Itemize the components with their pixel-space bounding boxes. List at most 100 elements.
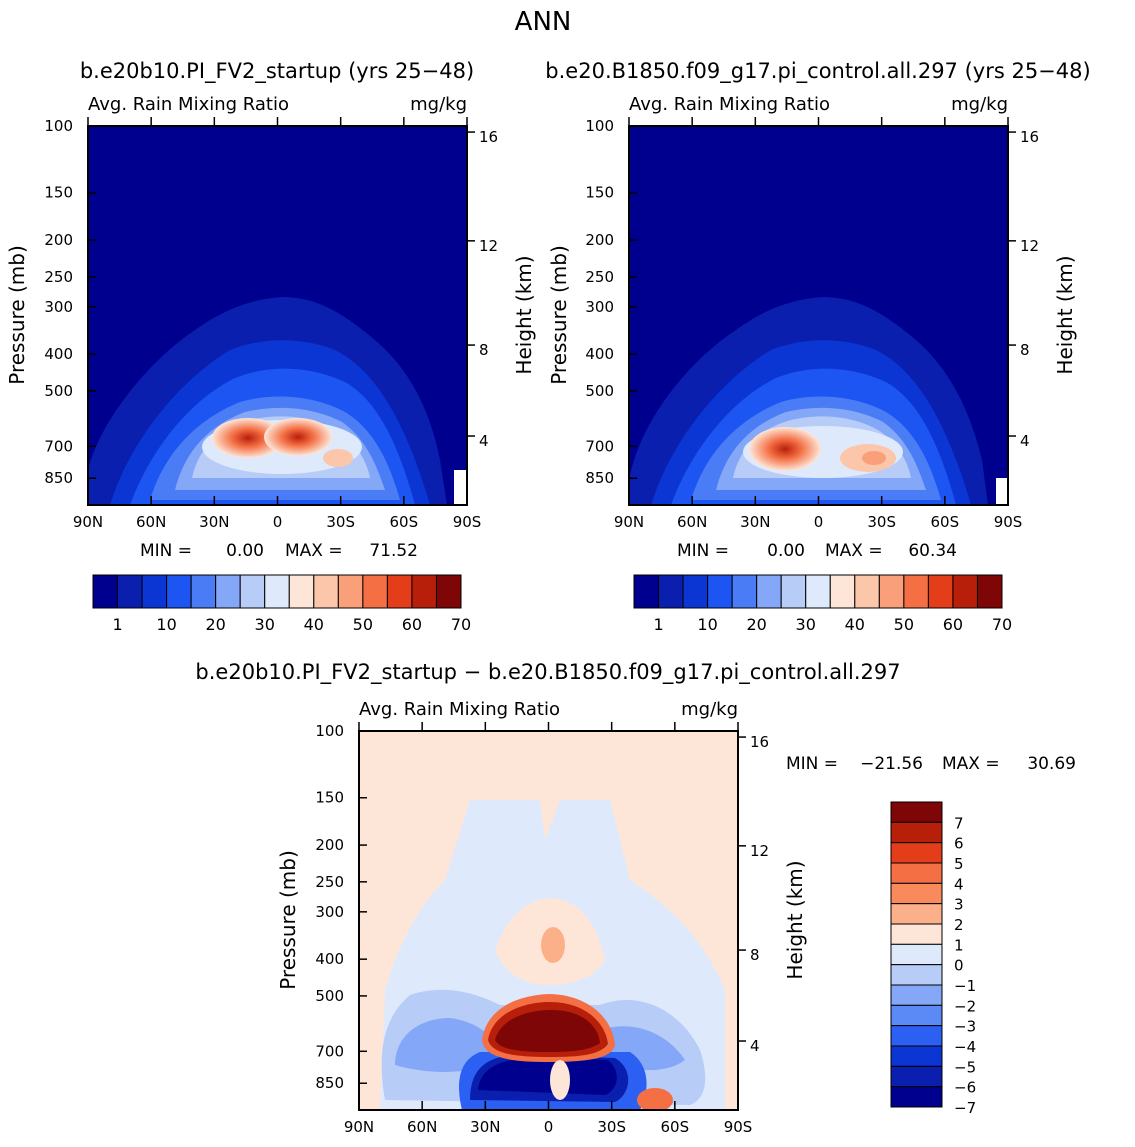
colorbar: 7 6 5 4 3 2 1 0 −1 −2 −3 −4 −5 −6 −7 bbox=[890, 801, 976, 1117]
colorbar-label: 70 bbox=[992, 615, 1012, 634]
y2-axis-label: Height (km) bbox=[783, 860, 807, 979]
min-value: 0.00 bbox=[226, 541, 264, 561]
x-tick-label: 0 bbox=[273, 513, 283, 531]
x-tick-label: 30S bbox=[326, 513, 355, 531]
y-tick-label: 150 bbox=[315, 789, 344, 807]
min-label: MIN = bbox=[677, 541, 729, 561]
colorbar-swatch bbox=[682, 574, 709, 609]
y2-ticks: 16 12 8 4 bbox=[467, 128, 498, 450]
contour-pos-south bbox=[637, 1088, 673, 1110]
x-tick-label: 90N bbox=[344, 1118, 374, 1136]
y-ticks: 100 150 200 250 300 400 500 700 850 bbox=[585, 117, 637, 487]
panel-subtitle-left: Avg. Rain Mixing Ratio bbox=[88, 94, 289, 115]
colorbar-label: −1 bbox=[954, 977, 976, 995]
y-tick-label: 850 bbox=[585, 469, 614, 487]
colorbar-swatch bbox=[215, 574, 241, 609]
y2-tick-label: 8 bbox=[750, 946, 760, 964]
colorbar-swatch bbox=[890, 1086, 943, 1108]
x-tick-label: 30S bbox=[597, 1118, 626, 1136]
colorbar-swatch bbox=[707, 574, 733, 609]
colorbar-label: 20 bbox=[746, 615, 766, 634]
colorbar-swatch bbox=[829, 574, 856, 609]
contour-gap-white bbox=[550, 1060, 570, 1100]
y-axis-label: Pressure (mb) bbox=[5, 245, 29, 385]
x-ticks: 90N 60N 30N 0 30S 60S 90S bbox=[344, 722, 752, 1136]
panel-subtitle-left: Avg. Rain Mixing Ratio bbox=[359, 699, 560, 720]
panel-subtitle-right: mg/kg bbox=[681, 699, 738, 720]
y2-axis-label: Height (km) bbox=[1053, 255, 1077, 374]
colorbar-swatch bbox=[890, 923, 943, 945]
y-tick-label: 300 bbox=[585, 298, 614, 316]
y-tick-label: 100 bbox=[315, 722, 344, 740]
max-value: 60.34 bbox=[908, 541, 957, 561]
y2-ticks: 16 12 8 4 bbox=[1008, 128, 1039, 450]
colorbar-swatch bbox=[890, 1004, 943, 1027]
x-tick-label: 90S bbox=[453, 513, 482, 531]
contour-max-west bbox=[749, 427, 821, 471]
colorbar-label: 50 bbox=[894, 615, 914, 634]
colorbar-label: 2 bbox=[954, 916, 964, 934]
min-value: 0.00 bbox=[767, 541, 805, 561]
colorbar-swatch bbox=[166, 574, 192, 609]
contour-max-east bbox=[264, 418, 332, 456]
missing-data-wedge bbox=[454, 470, 467, 505]
y2-tick-label: 4 bbox=[479, 432, 489, 450]
colorbar-label: −4 bbox=[954, 1038, 976, 1056]
x-tick-label: 60N bbox=[407, 1118, 437, 1136]
y-tick-label: 200 bbox=[585, 231, 614, 249]
max-label: MAX = bbox=[942, 754, 1000, 774]
panel-test: b.e20b10.PI_FV2_startup (yrs 25−48) Avg.… bbox=[5, 59, 536, 634]
y-tick-label: 200 bbox=[44, 231, 73, 249]
x-tick-label: 0 bbox=[544, 1118, 554, 1136]
colorbar-swatch bbox=[952, 574, 978, 609]
contour-pos-core bbox=[541, 927, 565, 963]
colorbar-label: 7 bbox=[954, 814, 964, 832]
colorbar-label: 1 bbox=[653, 615, 663, 634]
x-tick-label: 60N bbox=[136, 513, 166, 531]
panel-diff: b.e20b10.PI_FV2_startup − b.e20.B1850.f0… bbox=[195, 660, 1076, 1136]
colorbar-label: 1 bbox=[954, 936, 964, 954]
colorbar-swatch bbox=[878, 574, 905, 609]
colorbar-label: 40 bbox=[304, 615, 324, 634]
colorbar-swatch bbox=[890, 984, 943, 1006]
colorbar-swatch bbox=[890, 1025, 943, 1047]
x-tick-label: 30N bbox=[470, 1118, 500, 1136]
x-tick-label: 0 bbox=[814, 513, 824, 531]
y-tick-label: 500 bbox=[315, 987, 344, 1005]
y-axis-label: Pressure (mb) bbox=[547, 245, 571, 385]
x-tick-label: 60N bbox=[677, 513, 707, 531]
y-tick-label: 850 bbox=[44, 469, 73, 487]
colorbar-swatch bbox=[890, 842, 943, 864]
colorbar-swatch bbox=[386, 574, 413, 609]
x-tick-label: 90S bbox=[724, 1118, 753, 1136]
panel-title: b.e20.B1850.f09_g17.pi_control.all.297 (… bbox=[545, 59, 1090, 84]
y-tick-label: 700 bbox=[585, 437, 614, 455]
colorbar-swatch bbox=[633, 574, 660, 609]
y-tick-label: 400 bbox=[315, 950, 344, 968]
min-value: −21.56 bbox=[860, 754, 923, 774]
colorbar-label: −2 bbox=[954, 997, 976, 1015]
y-ticks: 100 150 200 250 300 400 500 700 850 bbox=[315, 722, 367, 1092]
y-axis-label: Pressure (mb) bbox=[276, 850, 300, 990]
x-tick-label: 90N bbox=[614, 513, 644, 531]
x-ticks: 90N 60N 30N 0 30S 60S 90S bbox=[614, 117, 1022, 531]
colorbar-label: 10 bbox=[697, 615, 717, 634]
y-tick-label: 850 bbox=[315, 1074, 344, 1092]
colorbar-swatch bbox=[890, 1045, 943, 1067]
colorbar-label: −7 bbox=[954, 1099, 976, 1117]
missing-data-wedge bbox=[996, 478, 1008, 505]
y-tick-label: 700 bbox=[315, 1042, 344, 1060]
max-value: 30.69 bbox=[1027, 754, 1076, 774]
colorbar-label: 60 bbox=[943, 615, 963, 634]
panel-title: b.e20b10.PI_FV2_startup (yrs 25−48) bbox=[80, 59, 474, 84]
y2-tick-label: 8 bbox=[479, 341, 489, 359]
y2-axis-label: Height (km) bbox=[512, 255, 536, 374]
y2-tick-label: 16 bbox=[479, 128, 498, 146]
colorbar-label: 30 bbox=[255, 615, 275, 634]
x-tick-label: 90N bbox=[73, 513, 103, 531]
colorbar-label: −3 bbox=[954, 1018, 976, 1036]
colorbar-swatch bbox=[435, 574, 462, 609]
max-label: MAX = bbox=[285, 541, 343, 561]
colorbar-label: 5 bbox=[954, 855, 964, 873]
colorbar-swatch bbox=[756, 574, 782, 609]
